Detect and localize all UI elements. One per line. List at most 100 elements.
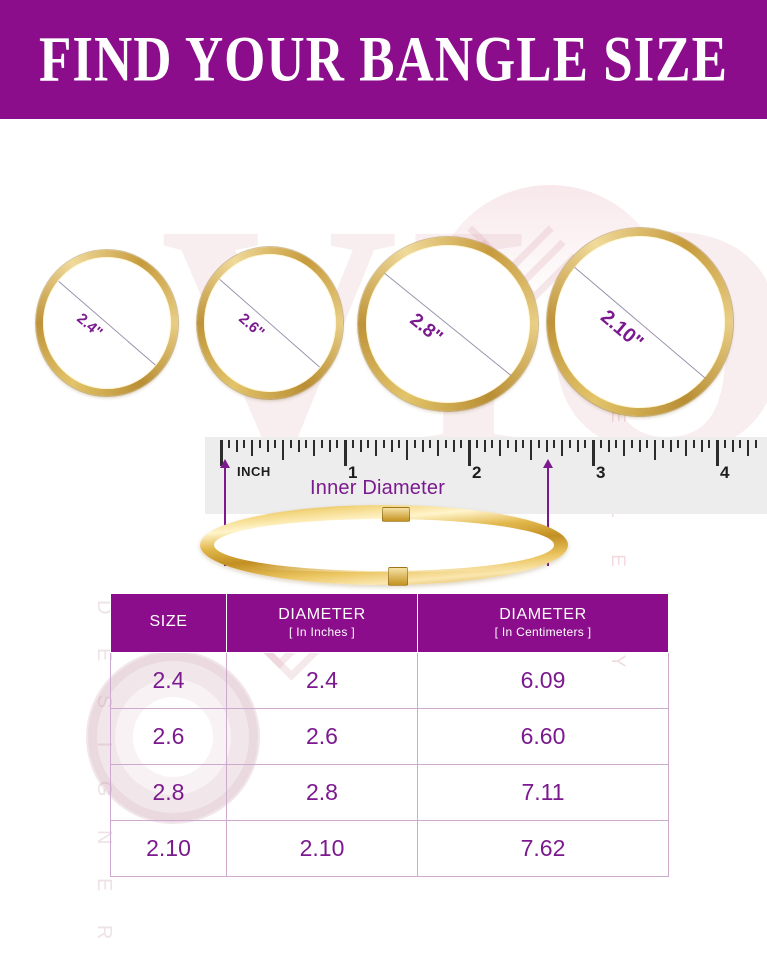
ruler-tick xyxy=(537,440,540,448)
ruler-tick xyxy=(297,440,300,452)
ruler-tick xyxy=(692,440,695,448)
table-header-row: SIZE DIAMETER [ In Inches ] DIAMETER [ I… xyxy=(110,593,669,653)
header-line-1: DIAMETER xyxy=(499,605,587,623)
measure-arrow-right-icon xyxy=(543,459,553,468)
ruler-tick xyxy=(429,440,432,448)
ruler-tick xyxy=(235,440,238,452)
table-header-diameter-inches: DIAMETER [ In Inches ] xyxy=(226,593,418,653)
table-row: 2.4 2.4 6.09 xyxy=(110,652,669,709)
inner-diameter-label: Inner Diameter xyxy=(310,477,446,499)
ruler-tick xyxy=(475,440,478,448)
ruler-tick xyxy=(669,440,672,452)
ruler-tick xyxy=(747,440,749,456)
ruler-tick xyxy=(460,440,463,448)
cell-centimeters: 6.09 xyxy=(417,652,669,709)
ruler-tick xyxy=(708,440,711,448)
ruler-tick xyxy=(398,440,401,448)
cell-inches: 2.6 xyxy=(226,708,418,765)
ruler-tick xyxy=(576,440,579,452)
cell-size: 2.4 xyxy=(110,652,227,709)
ruler-tick xyxy=(584,440,587,448)
ruler-tick xyxy=(305,440,308,448)
ruler-tick xyxy=(274,440,277,448)
header-line-2: [ In Inches ] xyxy=(289,624,355,639)
ruler-tick xyxy=(390,440,393,452)
ruler-number-1: 1 xyxy=(348,463,358,482)
ruler-tick xyxy=(654,440,656,460)
ruler-tick xyxy=(243,440,246,448)
ruler-tick xyxy=(592,440,595,466)
ruler-tick xyxy=(413,440,416,448)
cell-inches: 2.4 xyxy=(226,652,418,709)
ruler-number-4: 4 xyxy=(720,463,730,482)
ruler: INCH 1 2 3 4 xyxy=(205,437,767,514)
ruler-tick xyxy=(227,440,230,448)
ruler-tick xyxy=(336,440,339,448)
ruler-tick xyxy=(499,440,501,456)
ruler-tick xyxy=(468,440,471,466)
ruler-tick xyxy=(661,440,664,448)
ruler-tick xyxy=(351,440,354,448)
bangle-photo xyxy=(200,505,568,586)
size-table: SIZE DIAMETER [ In Inches ] DIAMETER [ I… xyxy=(110,593,669,877)
ruler-tick xyxy=(638,440,641,452)
ruler-tick xyxy=(483,440,486,452)
ruler-ticks xyxy=(205,437,767,477)
bangle-circle-2-8: 2.8" xyxy=(358,237,538,411)
cell-size: 2.8 xyxy=(110,764,227,821)
bangle-highlight xyxy=(233,522,535,536)
header-line-2: [ In Centimeters ] xyxy=(494,624,592,639)
measure-arrow-left-icon xyxy=(220,459,230,468)
cell-size: 2.10 xyxy=(110,820,227,877)
cell-size: 2.6 xyxy=(110,708,227,765)
ruler-tick xyxy=(258,440,261,448)
header-line-1: DIAMETER xyxy=(278,605,366,623)
ruler-tick xyxy=(754,440,757,448)
ruler-tick xyxy=(677,440,680,448)
ruler-number-2: 2 xyxy=(472,463,482,482)
ruler-number-3: 3 xyxy=(596,463,606,482)
ruler-tick xyxy=(607,440,610,452)
ruler-tick xyxy=(266,440,269,452)
ruler-tick xyxy=(685,440,687,456)
ruler-tick xyxy=(491,440,494,448)
bangle-clasp-top xyxy=(382,507,410,522)
ruler-tick xyxy=(599,440,602,448)
measure-line-left xyxy=(224,468,226,566)
ruler-tick xyxy=(630,440,633,448)
bangle-highlight-lower xyxy=(251,561,517,573)
ruler-tick xyxy=(700,440,703,452)
cell-inches: 2.8 xyxy=(226,764,418,821)
header-line-1: SIZE xyxy=(149,613,188,630)
ruler-tick xyxy=(731,440,734,452)
bangle-circle-2-6: 2.6" xyxy=(197,247,343,399)
ruler-tick xyxy=(545,440,548,452)
ruler-tick xyxy=(444,440,447,448)
ruler-tick xyxy=(568,440,571,448)
ruler-tick xyxy=(421,440,424,452)
ruler-tick xyxy=(530,440,532,460)
ruler-tick xyxy=(437,440,439,456)
ruler-tick xyxy=(406,440,408,460)
ruler-tick xyxy=(328,440,331,452)
ruler-tick xyxy=(623,440,625,456)
table-row: 2.10 2.10 7.62 xyxy=(110,820,669,877)
ruler-tick xyxy=(739,440,742,448)
table-header-diameter-centimeters: DIAMETER [ In Centimeters ] xyxy=(417,593,669,653)
ruler-tick xyxy=(646,440,649,448)
bangle-clasp-bottom xyxy=(388,567,408,586)
ruler-tick xyxy=(313,440,315,456)
ruler-tick xyxy=(615,440,618,448)
cell-centimeters: 7.11 xyxy=(417,764,669,821)
ruler-tick xyxy=(359,440,362,452)
page-title: FIND YOUR BANGLE SIZE xyxy=(38,24,728,95)
cell-inches: 2.10 xyxy=(226,820,418,877)
page-header-banner: FIND YOUR BANGLE SIZE xyxy=(0,0,767,119)
cell-centimeters: 7.62 xyxy=(417,820,669,877)
table-row: 2.6 2.6 6.60 xyxy=(110,708,669,765)
ruler-tick xyxy=(452,440,455,452)
ruler-tick xyxy=(723,440,726,448)
ruler-tick xyxy=(251,440,253,456)
table-header-size: SIZE xyxy=(110,593,227,653)
